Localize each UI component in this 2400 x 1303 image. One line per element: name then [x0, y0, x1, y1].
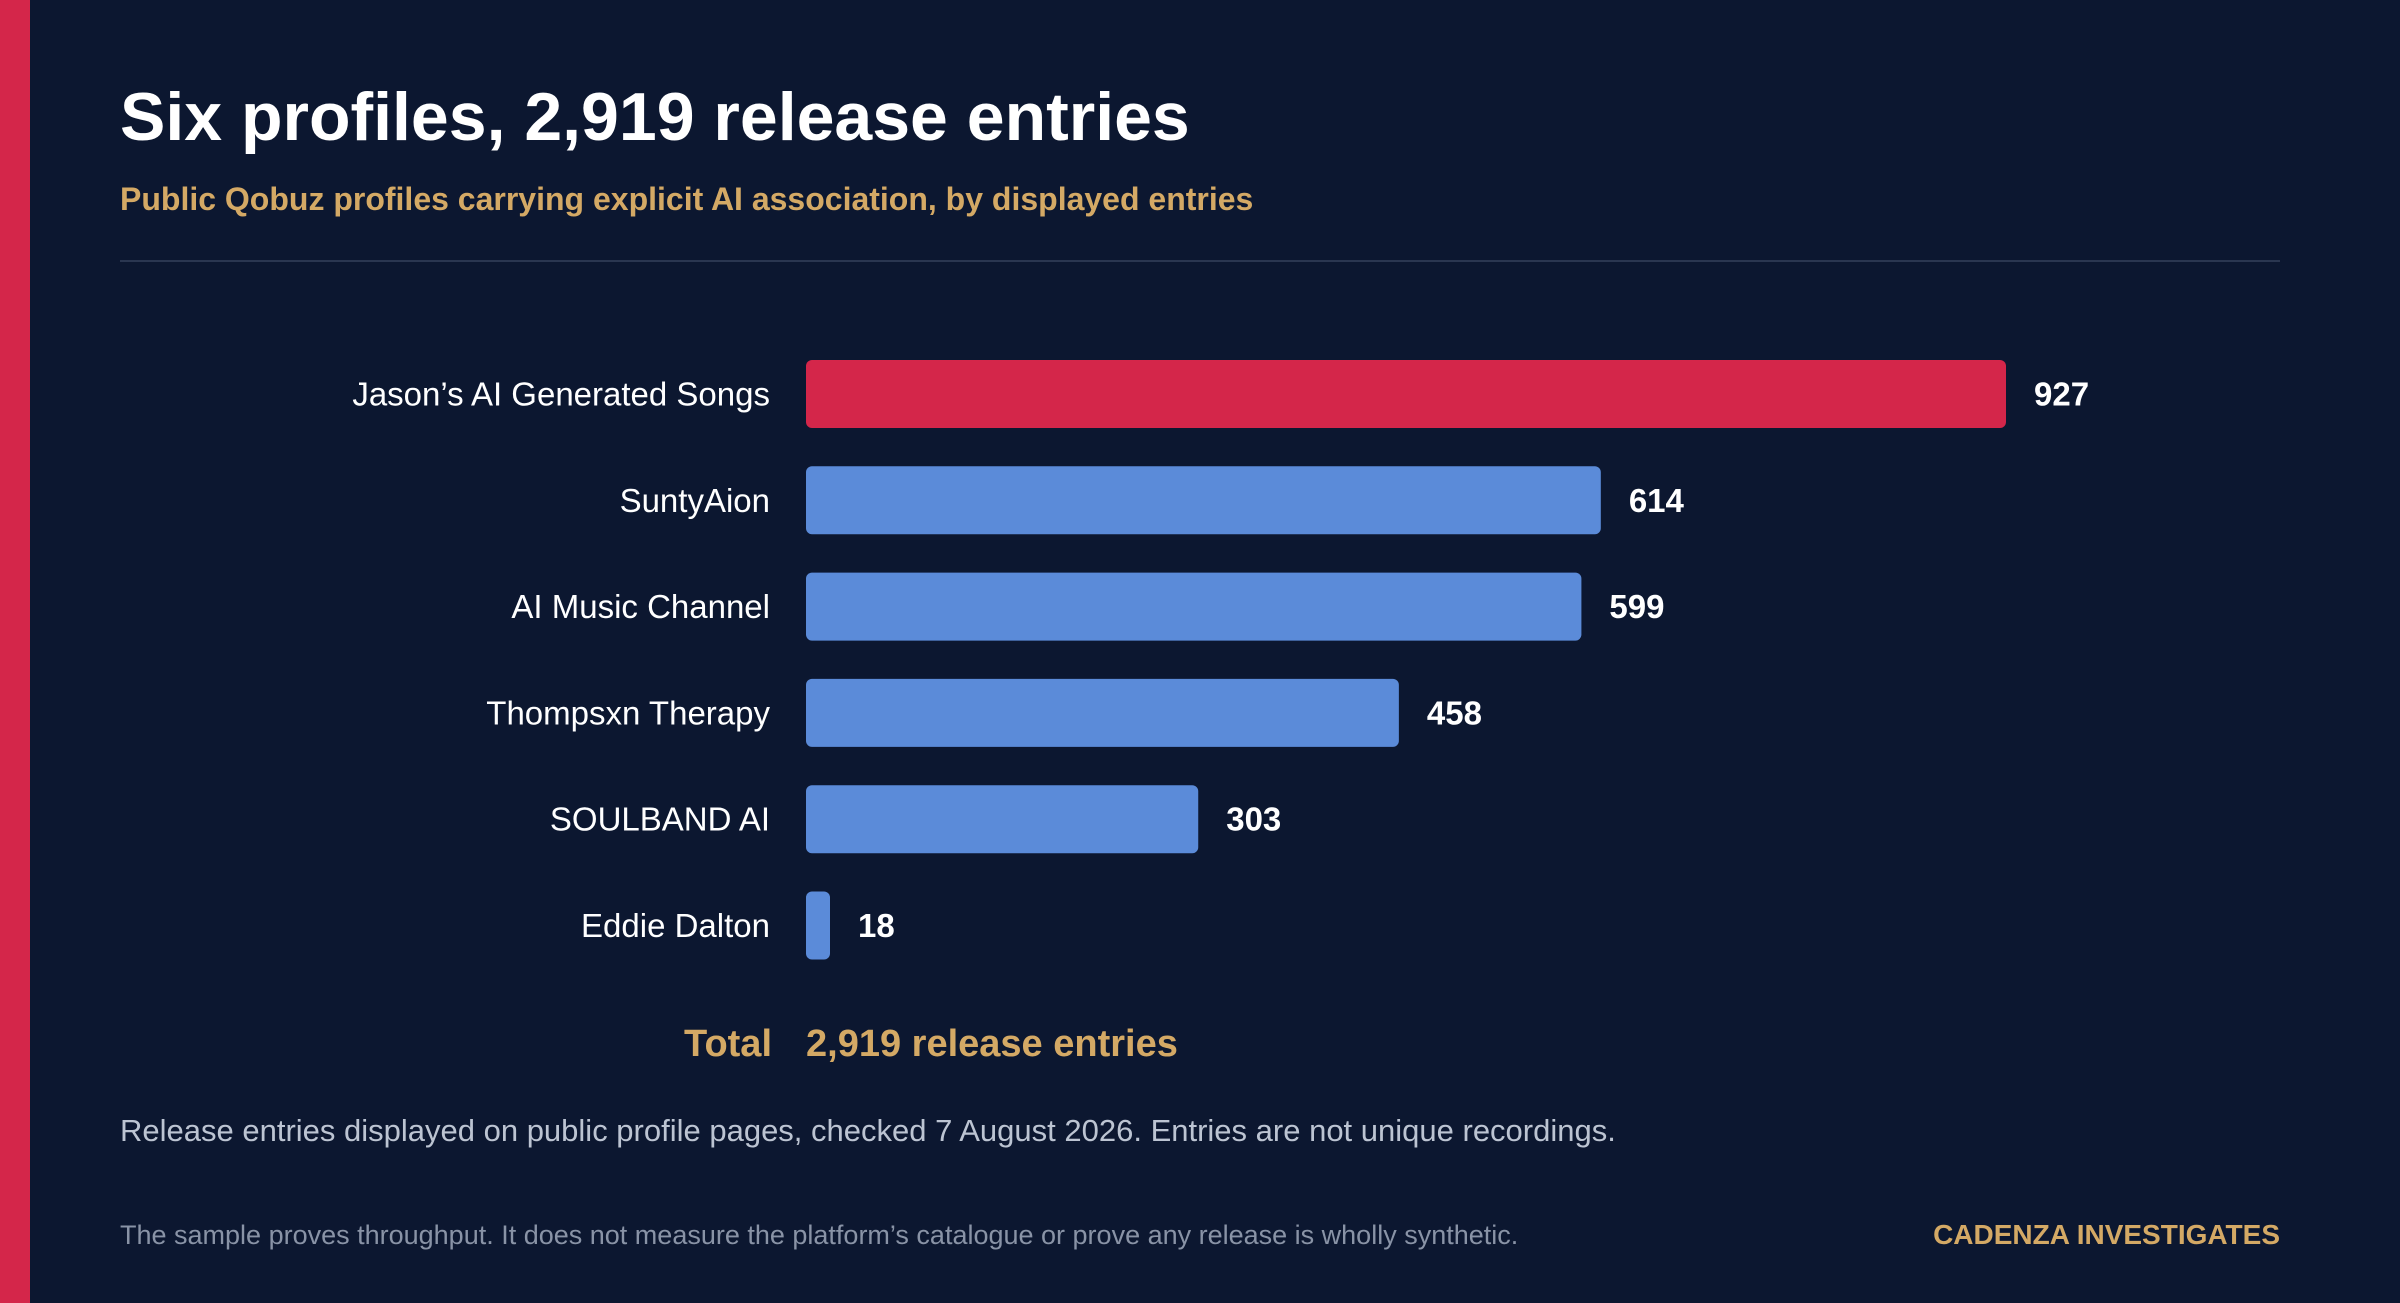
page-title: Six profiles, 2,919 release entries	[120, 79, 1190, 155]
chart-note: Release entries displayed on public prof…	[120, 1113, 1616, 1148]
category-label: Jason’s AI Generated Songs	[352, 376, 770, 413]
bar-chart: Jason’s AI Generated Songs 927 SuntyAion 61…	[352, 360, 2089, 960]
bar	[806, 678, 1399, 747]
value-label: 303	[1226, 801, 1281, 838]
bar	[806, 572, 1582, 641]
total-label: Total	[684, 1023, 772, 1065]
bar-row: SOULBAND AI 303	[550, 785, 1281, 854]
bar-row: SuntyAion 614	[620, 466, 1685, 535]
bar	[806, 891, 830, 960]
value-label: 599	[1609, 588, 1664, 625]
footnote: The sample proves throughput. It does no…	[120, 1220, 1519, 1250]
category-label: SOULBAND AI	[550, 801, 770, 838]
brand-label: CADENZA INVESTIGATES	[1933, 1219, 2280, 1250]
category-label: SuntyAion	[620, 482, 770, 519]
bar	[806, 466, 1601, 535]
value-label: 18	[858, 907, 895, 944]
value-label: 927	[2034, 376, 2089, 413]
value-label: 458	[1427, 694, 1482, 731]
accent-bar	[0, 0, 30, 1303]
category-label: Eddie Dalton	[581, 907, 770, 944]
bar-row: Eddie Dalton 18	[581, 891, 895, 960]
bar-row: Jason’s AI Generated Songs 927	[352, 360, 2089, 428]
divider	[120, 260, 2280, 262]
category-label: AI Music Channel	[511, 588, 770, 625]
bar	[806, 360, 2006, 428]
bar	[806, 785, 1199, 854]
value-label: 614	[1629, 482, 1685, 519]
bar-row: AI Music Channel 599	[511, 572, 1664, 641]
total-value: 2,919 release entries	[806, 1023, 1178, 1065]
page-subtitle: Public Qobuz profiles carrying explicit …	[120, 181, 1254, 217]
bar-row: Thompsxn Therapy 458	[486, 678, 1482, 747]
category-label: Thompsxn Therapy	[486, 694, 770, 731]
